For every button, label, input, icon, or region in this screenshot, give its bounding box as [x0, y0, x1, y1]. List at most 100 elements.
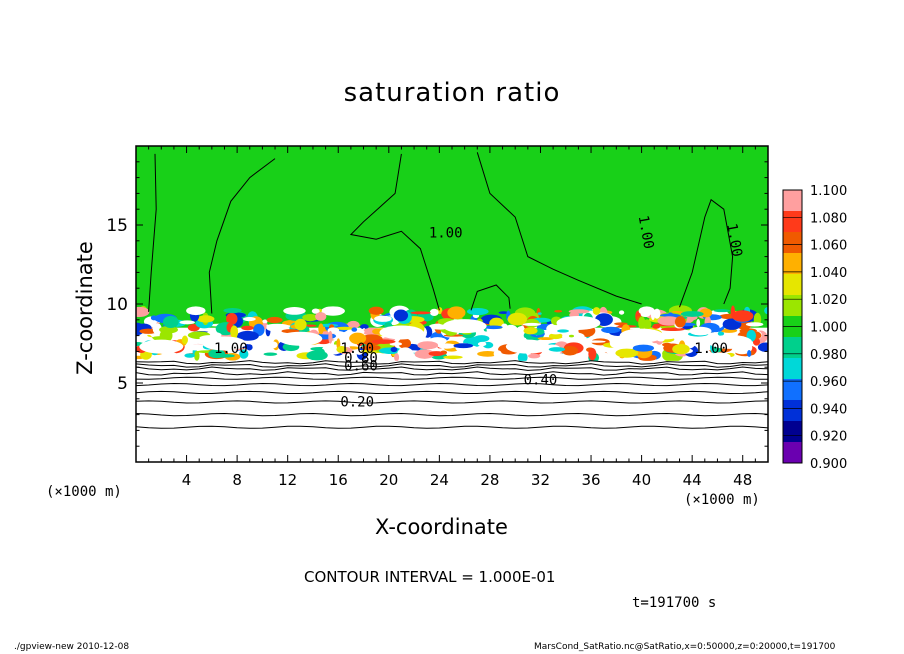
- turbulent-cell: [696, 319, 701, 328]
- turbulent-cell: [374, 315, 392, 322]
- colorbar-swatch: [783, 400, 802, 422]
- colorbar-swatch: [783, 253, 802, 275]
- x-unit-label-left: (×1000 m): [46, 484, 122, 500]
- turbulent-cell: [230, 325, 239, 339]
- turbulent-cell: [306, 350, 328, 361]
- turbulent-cell: [592, 307, 601, 315]
- contour-label-bg: [693, 341, 729, 356]
- turbulent-cell: [153, 336, 169, 339]
- contour-label-bg: [428, 226, 464, 241]
- turbulent-cell: [680, 311, 704, 317]
- turbulent-cell: [302, 313, 319, 322]
- turbulent-cell: [601, 326, 621, 334]
- x-tick-label: 36: [581, 471, 600, 489]
- colorbar-label: 0.960: [810, 375, 847, 390]
- turbulent-cell: [179, 320, 195, 325]
- x-axis: 4 8 12 16 20 24 28 32 36 40 44 48: [148, 146, 769, 489]
- turbulent-cell: [429, 308, 439, 317]
- turbulent-cell: [554, 310, 563, 313]
- turbulent-cell: [417, 341, 439, 350]
- turbulent-cell: [730, 305, 736, 319]
- contour-label: 1.00: [694, 341, 728, 357]
- turbulent-cell: [477, 351, 498, 357]
- turbulent-cell: [437, 343, 456, 349]
- turbulent-cell: [185, 344, 209, 351]
- turbulent-cell: [223, 307, 242, 314]
- turbulent-cell: [609, 338, 630, 349]
- turbulent-cell: [548, 347, 566, 352]
- turbulent-cell: [359, 324, 369, 330]
- turbulent-cell: [561, 346, 579, 356]
- turbulent-cell: [473, 335, 490, 342]
- turbulent-cell: [328, 330, 333, 344]
- turbulent-cell: [501, 323, 508, 331]
- x-tick-label: 4: [182, 471, 192, 489]
- contour-label: 1.00: [635, 214, 657, 250]
- turbulent-cell: [453, 343, 474, 349]
- turbulent-cell: [493, 350, 502, 358]
- supersaturated-pocket: [556, 315, 601, 330]
- turbulent-cell: [393, 309, 409, 322]
- x-tick-label: 12: [278, 471, 297, 489]
- contour-lines: [136, 152, 768, 429]
- turbulent-cell: [241, 325, 254, 331]
- supersaturated-pocket: [442, 319, 487, 334]
- turbulent-cell: [584, 340, 606, 343]
- x-tick-label: 48: [733, 471, 752, 489]
- turbulent-cell: [487, 330, 507, 334]
- turbulent-cell: [349, 332, 367, 345]
- turbulent-cell: [208, 349, 226, 359]
- contour-label: 1.00: [429, 226, 463, 242]
- contour-line-1.00: [470, 284, 511, 311]
- supersaturated-pocket: [278, 331, 323, 346]
- colorbar-label: 1.100: [810, 184, 847, 199]
- x-tick-label: 44: [683, 471, 702, 489]
- turbulent-cell: [523, 327, 538, 335]
- y-axis-label: Z-coordinate: [73, 241, 97, 375]
- contour-label: 1.00: [723, 222, 745, 258]
- turbulent-cell: [477, 341, 487, 347]
- y-tick-label: 10: [106, 295, 128, 315]
- turbulent-cell: [652, 324, 661, 329]
- colorbar-label: 0.940: [810, 402, 847, 417]
- turbulent-cell: [557, 329, 569, 333]
- turbulent-cell: [731, 310, 754, 322]
- turbulent-cell: [162, 315, 179, 329]
- turbulent-cell: [376, 353, 388, 361]
- colorbar: 1.100 1.080 1.060 1.040 1.020 1.000 0.980 0.960…: [782, 184, 847, 472]
- footer-left: ./gpview-new 2010-12-08: [14, 642, 130, 652]
- turbulent-cell: [745, 322, 764, 327]
- colorbar-label: 1.000: [810, 321, 847, 336]
- turbulent-cell: [152, 323, 162, 335]
- turbulent-cell: [410, 311, 431, 315]
- x-tick-label: 40: [632, 471, 651, 489]
- turbulent-cell: [653, 308, 661, 319]
- turbulent-cell: [186, 306, 206, 316]
- turbulent-cell: [390, 346, 398, 353]
- contour-label: 0.40: [524, 373, 558, 389]
- contour-interval: CONTOUR INTERVAL = 1.000E-01: [304, 568, 556, 586]
- contour-label: 1.00: [214, 341, 248, 357]
- contour-line: [136, 363, 768, 368]
- turbulent-cell: [347, 320, 360, 329]
- x-tick-label: 24: [430, 471, 449, 489]
- turbulent-cell: [657, 316, 681, 326]
- turbulent-cell: [226, 312, 238, 325]
- turbulent-cell: [689, 326, 712, 336]
- colorbar-label: 1.060: [810, 239, 847, 254]
- turbulent-cell: [181, 335, 188, 345]
- turbulent-cell: [537, 312, 542, 316]
- colorbar-label: 1.040: [810, 266, 847, 281]
- contour-label-bg: [343, 358, 379, 373]
- turbulent-cell: [548, 332, 563, 340]
- turbulent-cell: [674, 316, 686, 328]
- contour-line-1.00: [208, 158, 276, 314]
- turbulent-cell: [194, 350, 200, 361]
- turbulent-cell: [466, 307, 489, 316]
- turbulent-cell: [517, 352, 528, 363]
- dry-layer: [136, 360, 768, 462]
- turbulent-cell: [268, 341, 278, 349]
- turbulent-cell: [368, 306, 384, 315]
- supersaturated-pocket: [619, 328, 664, 343]
- contour-label-bg: [213, 341, 249, 356]
